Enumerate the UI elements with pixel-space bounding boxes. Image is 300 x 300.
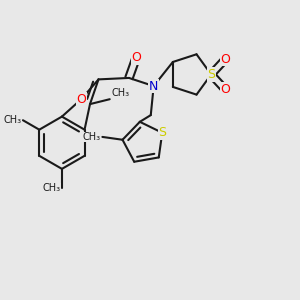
- Text: CH₃: CH₃: [42, 183, 61, 193]
- Text: S: S: [158, 126, 166, 139]
- Text: O: O: [76, 93, 86, 106]
- Text: N: N: [149, 80, 158, 93]
- Text: O: O: [220, 83, 230, 96]
- Text: O: O: [131, 51, 141, 64]
- Text: CH₃: CH₃: [83, 132, 101, 142]
- Text: O: O: [220, 53, 230, 66]
- Text: CH₃: CH₃: [3, 115, 22, 125]
- Text: S: S: [207, 68, 215, 81]
- Text: CH₃: CH₃: [111, 88, 129, 98]
